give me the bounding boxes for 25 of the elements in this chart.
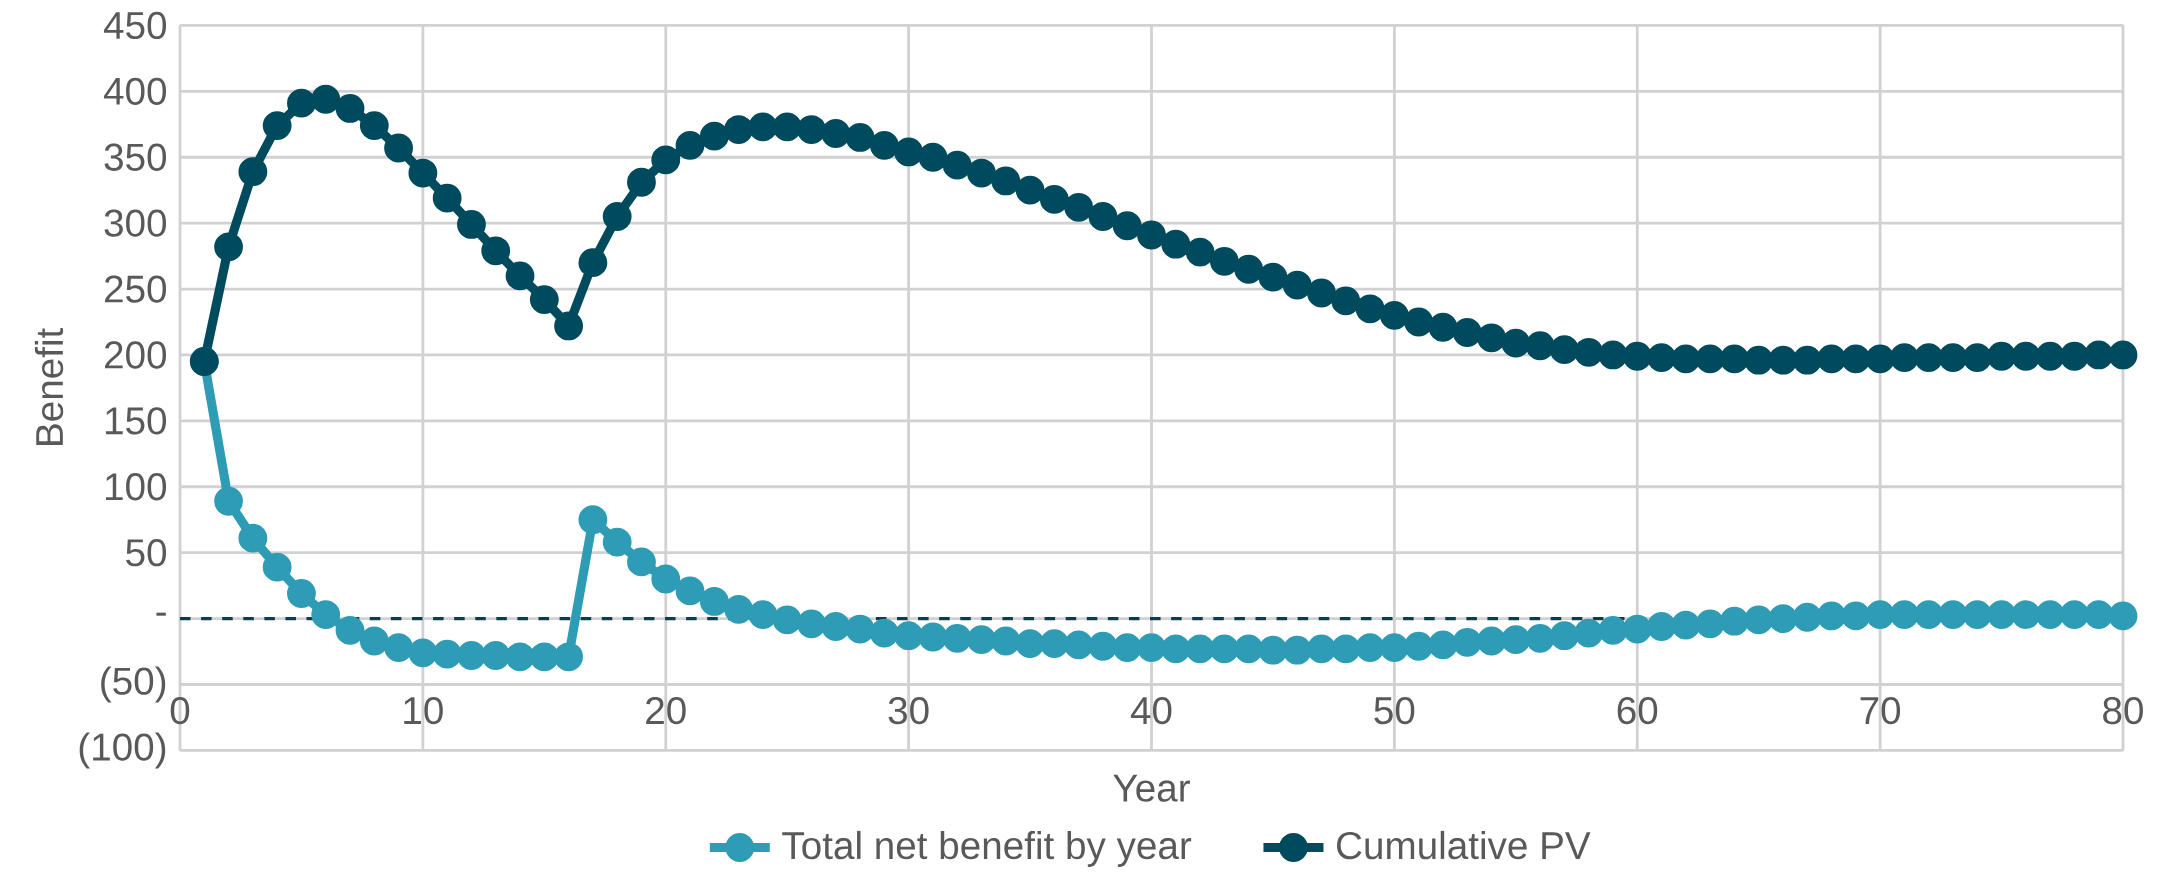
- y-tick-label: 300: [104, 209, 167, 237]
- x-tick-label: 40: [1130, 696, 1172, 725]
- x-tick-label: 10: [404, 696, 443, 725]
- x-tick-label: 20: [646, 696, 686, 725]
- x-tick-label: 0: [170, 696, 190, 725]
- legend-label: Cumulative PV: [1337, 830, 1591, 860]
- legend-label: Total net benefit by year: [782, 830, 1192, 867]
- y-tick-label: 400: [103, 77, 167, 105]
- y-tick-label: 250: [105, 275, 167, 303]
- y-tick-label: 100: [106, 473, 167, 501]
- x-tick-label: 70: [1860, 696, 1901, 725]
- y-tick-label: 150: [106, 407, 167, 435]
- x-tick-label: 50: [1374, 696, 1415, 725]
- y-tick-label: (100): [79, 732, 166, 769]
- y-tick-label: 200: [105, 341, 167, 369]
- x-tick-label: 60: [1617, 696, 1658, 725]
- y-axis-title: Benefit: [34, 327, 64, 445]
- x-tick-label: 30: [888, 696, 929, 725]
- y-tick-label: -: [156, 612, 166, 616]
- y-tick-label: 450: [103, 11, 167, 39]
- y-tick-label: (50): [101, 666, 166, 703]
- x-tick-label: 80: [2103, 696, 2143, 725]
- y-tick-label: 350: [104, 143, 167, 171]
- x-axis-title: Year: [1113, 774, 1190, 802]
- y-tick-label: 50: [126, 538, 167, 567]
